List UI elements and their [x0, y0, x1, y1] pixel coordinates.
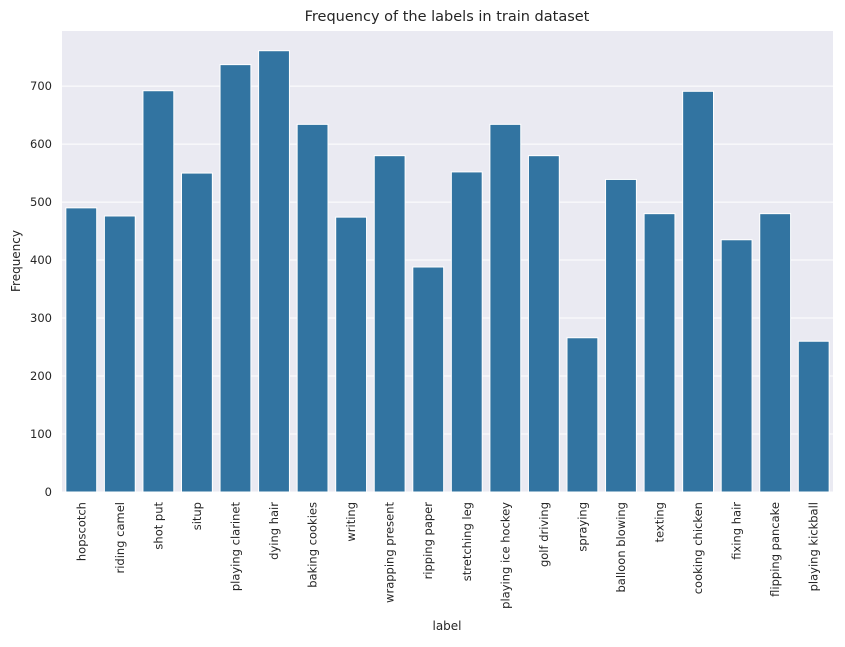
- bar-writing: [335, 216, 368, 493]
- x-tick-label: wrapping present: [383, 502, 397, 603]
- x-tick-label: cooking chicken: [691, 502, 705, 594]
- bar-flipping-pancake: [759, 213, 792, 493]
- x-tick-label: balloon blowing: [614, 502, 628, 592]
- bar-playing-clarinet: [219, 64, 252, 493]
- x-tick-label: hopscotch: [74, 502, 88, 561]
- bar-hopscotch: [65, 207, 98, 493]
- bar-playing-ice-hockey: [489, 123, 522, 493]
- y-tick-label: 200: [30, 369, 52, 383]
- bar-playing-kickball: [797, 340, 830, 493]
- bar-situp: [181, 172, 213, 493]
- y-tick-labels: 0 100 200 300 400 500 600 700: [30, 79, 52, 499]
- x-tick-label: stretching leg: [460, 502, 474, 581]
- y-tick-label: 100: [30, 427, 52, 441]
- x-tick-label: playing ice hockey: [498, 502, 512, 609]
- x-tick-label: shot put: [151, 502, 165, 550]
- x-tick-label: writing: [344, 502, 358, 542]
- bar-riding-camel: [103, 215, 136, 493]
- x-tick-label: ripping paper: [421, 502, 435, 580]
- x-tick-label: playing kickball: [807, 502, 821, 591]
- x-tick-labels: hopscotch riding camel shot put situp playin…: [74, 502, 820, 609]
- chart-title: Frequency of the labels in train dataset: [305, 9, 590, 25]
- y-axis-label: Frequency: [9, 230, 23, 292]
- x-tick-label: golf driving: [537, 502, 551, 567]
- bar-stretching-leg: [450, 171, 483, 493]
- y-tick-label: 0: [45, 485, 52, 499]
- y-tick-label: 300: [30, 311, 52, 325]
- x-tick-label: spraying: [575, 502, 589, 552]
- x-tick-label: baking cookies: [306, 502, 320, 588]
- y-tick-label: 500: [30, 195, 52, 209]
- bar-dying-hair: [258, 50, 290, 493]
- x-axis-label: label: [432, 619, 461, 633]
- bar-fixing-hair: [720, 239, 753, 493]
- bars: [65, 50, 830, 493]
- bar-texting: [643, 213, 676, 493]
- x-tick-label: dying hair: [267, 502, 281, 560]
- y-tick-label: 400: [30, 253, 52, 267]
- bar-shot-put: [142, 90, 175, 493]
- bar-golf-driving: [527, 155, 560, 493]
- x-tick-label: texting: [653, 502, 667, 542]
- x-tick-label: flipping pancake: [768, 502, 782, 597]
- bar-spraying: [566, 337, 599, 493]
- y-tick-label: 700: [30, 79, 52, 93]
- bar-baking-cookies: [296, 123, 329, 493]
- bar-balloon-blowing: [605, 178, 637, 493]
- bar-cooking-chicken: [682, 90, 714, 493]
- plot-background: [62, 31, 833, 492]
- x-tick-label: situp: [190, 502, 204, 530]
- x-tick-label: playing clarinet: [228, 502, 242, 592]
- x-tick-label: fixing hair: [730, 502, 744, 560]
- x-tick-label: riding camel: [113, 502, 127, 574]
- bar-ripping-paper: [412, 266, 445, 493]
- bar-wrapping-present: [373, 155, 406, 493]
- y-tick-label: 600: [30, 137, 52, 151]
